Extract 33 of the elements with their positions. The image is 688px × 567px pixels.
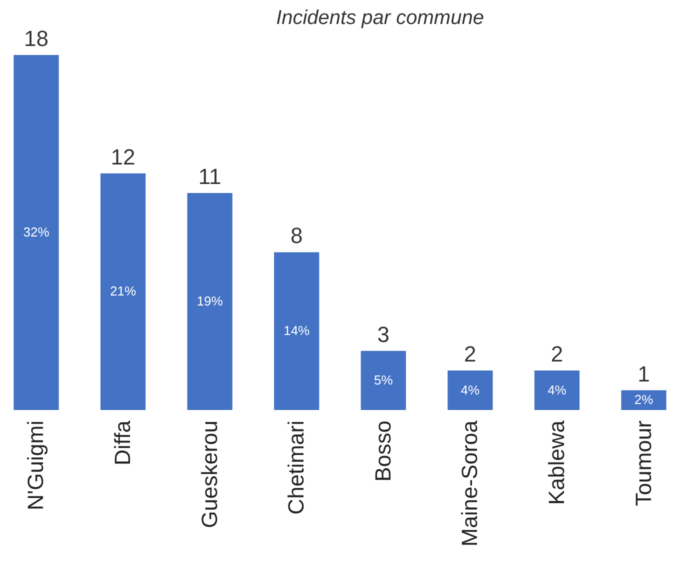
x-tick-label: N'Guigmi — [23, 420, 48, 510]
x-tick-label: Bosso — [370, 420, 396, 482]
bar — [187, 193, 232, 410]
bar — [100, 173, 146, 410]
data-label: 8 — [290, 223, 303, 248]
bar — [448, 370, 493, 410]
data-label: 1 — [638, 361, 650, 386]
data-label: 3 — [377, 322, 390, 347]
data-label: 2 — [550, 342, 564, 367]
annotation: 4% — [548, 382, 567, 398]
x-tick-label: Toumour — [630, 420, 656, 506]
bar — [621, 390, 666, 410]
x-tick-label: Diffa — [110, 420, 136, 466]
x-tick-label: Gueskerou — [196, 420, 222, 528]
bar — [14, 55, 59, 410]
annotation: 5% — [374, 372, 394, 388]
chart-title: Incidents par commune — [276, 7, 484, 29]
annotation: 32% — [23, 224, 50, 240]
bar — [274, 252, 320, 410]
annotation: 14% — [284, 323, 310, 338]
x-tick-label: Maine-Soroa — [457, 420, 482, 546]
data-label: 11 — [198, 164, 222, 190]
annotation: 21% — [110, 284, 136, 299]
annotation: 4% — [460, 382, 480, 398]
x-tick-label: Chetimari — [284, 420, 309, 515]
data-label: 12 — [110, 144, 136, 170]
bar — [534, 370, 580, 410]
data-label: 18 — [24, 26, 48, 51]
data-label: 2 — [464, 342, 476, 367]
x-tick-label: Kablewa — [544, 420, 569, 505]
annotation: 2% — [634, 392, 654, 408]
bar — [360, 350, 406, 410]
annotation: 19% — [196, 294, 224, 309]
